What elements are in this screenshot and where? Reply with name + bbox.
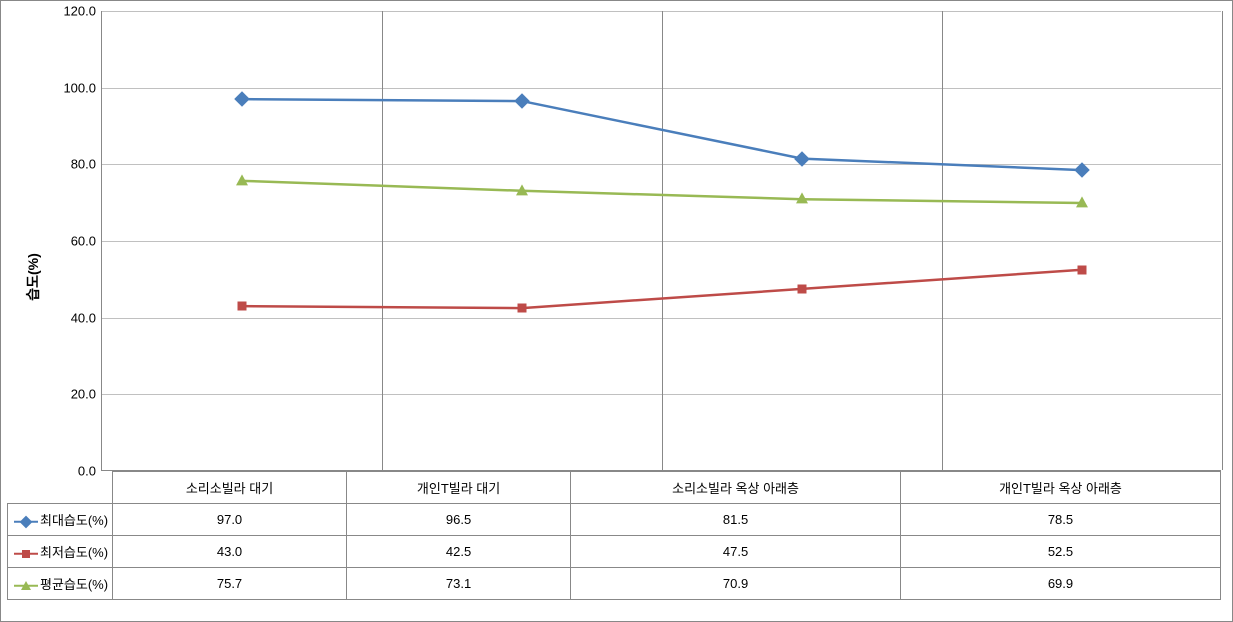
plot-right-border <box>1222 11 1223 470</box>
data-cell: 81.5 <box>571 504 901 536</box>
y-tick-label: 120.0 <box>57 4 102 19</box>
series-line-최대습도(%) <box>242 99 1082 170</box>
data-marker <box>236 174 248 185</box>
legend-label: 최저습도(%) <box>40 545 108 560</box>
data-marker <box>238 302 247 311</box>
table-row: 최대습도(%) 97.096.581.578.5 <box>8 504 1221 536</box>
series-line-최저습도(%) <box>242 270 1082 308</box>
data-cell: 47.5 <box>571 536 901 568</box>
series-line-평균습도(%) <box>242 181 1082 203</box>
data-table: 소리소빌라 대기개인T빌라 대기소리소빌라 옥상 아래층개인T빌라 옥상 아래층… <box>7 471 1221 600</box>
data-marker <box>516 184 528 195</box>
table-corner-cell <box>8 472 113 504</box>
legend-label: 평균습도(%) <box>40 577 108 592</box>
legend-marker-icon <box>14 548 38 560</box>
y-tick-label: 40.0 <box>57 310 102 325</box>
data-cell: 70.9 <box>571 568 901 600</box>
series-lines <box>102 11 1221 470</box>
humidity-chart: 습도(%) 0.020.040.060.080.0100.0120.0 소리소빌… <box>0 0 1233 622</box>
y-tick-label: 80.0 <box>57 157 102 172</box>
data-cell: 78.5 <box>900 504 1220 536</box>
category-header: 개인T빌라 옥상 아래층 <box>900 472 1220 504</box>
y-tick-label: 20.0 <box>57 387 102 402</box>
data-cell: 75.7 <box>113 568 347 600</box>
y-tick-label: 100.0 <box>57 80 102 95</box>
data-marker <box>518 304 527 313</box>
table-row: 최저습도(%) 43.042.547.552.5 <box>8 536 1221 568</box>
data-marker <box>1076 196 1088 207</box>
legend-marker-icon <box>14 516 38 528</box>
category-header: 개인T빌라 대기 <box>346 472 570 504</box>
table-row: 평균습도(%) 75.773.170.969.9 <box>8 568 1221 600</box>
category-header: 소리소빌라 대기 <box>113 472 347 504</box>
y-tick-label: 60.0 <box>57 234 102 249</box>
category-header: 소리소빌라 옥상 아래층 <box>571 472 901 504</box>
legend-label: 최대습도(%) <box>40 513 108 528</box>
data-marker <box>1078 265 1087 274</box>
data-cell: 43.0 <box>113 536 347 568</box>
legend-cell: 평균습도(%) <box>8 568 113 600</box>
legend-marker-icon <box>14 580 38 592</box>
data-cell: 42.5 <box>346 536 570 568</box>
plot-area: 0.020.040.060.080.0100.0120.0 <box>101 11 1221 471</box>
legend-cell: 최대습도(%) <box>8 504 113 536</box>
table-header-row: 소리소빌라 대기개인T빌라 대기소리소빌라 옥상 아래층개인T빌라 옥상 아래층 <box>8 472 1221 504</box>
data-marker <box>798 284 807 293</box>
y-axis-label: 습도(%) <box>23 253 43 301</box>
data-cell: 97.0 <box>113 504 347 536</box>
legend-cell: 최저습도(%) <box>8 536 113 568</box>
data-cell: 96.5 <box>346 504 570 536</box>
data-cell: 69.9 <box>900 568 1220 600</box>
data-cell: 52.5 <box>900 536 1220 568</box>
data-cell: 73.1 <box>346 568 570 600</box>
data-marker <box>796 193 808 204</box>
